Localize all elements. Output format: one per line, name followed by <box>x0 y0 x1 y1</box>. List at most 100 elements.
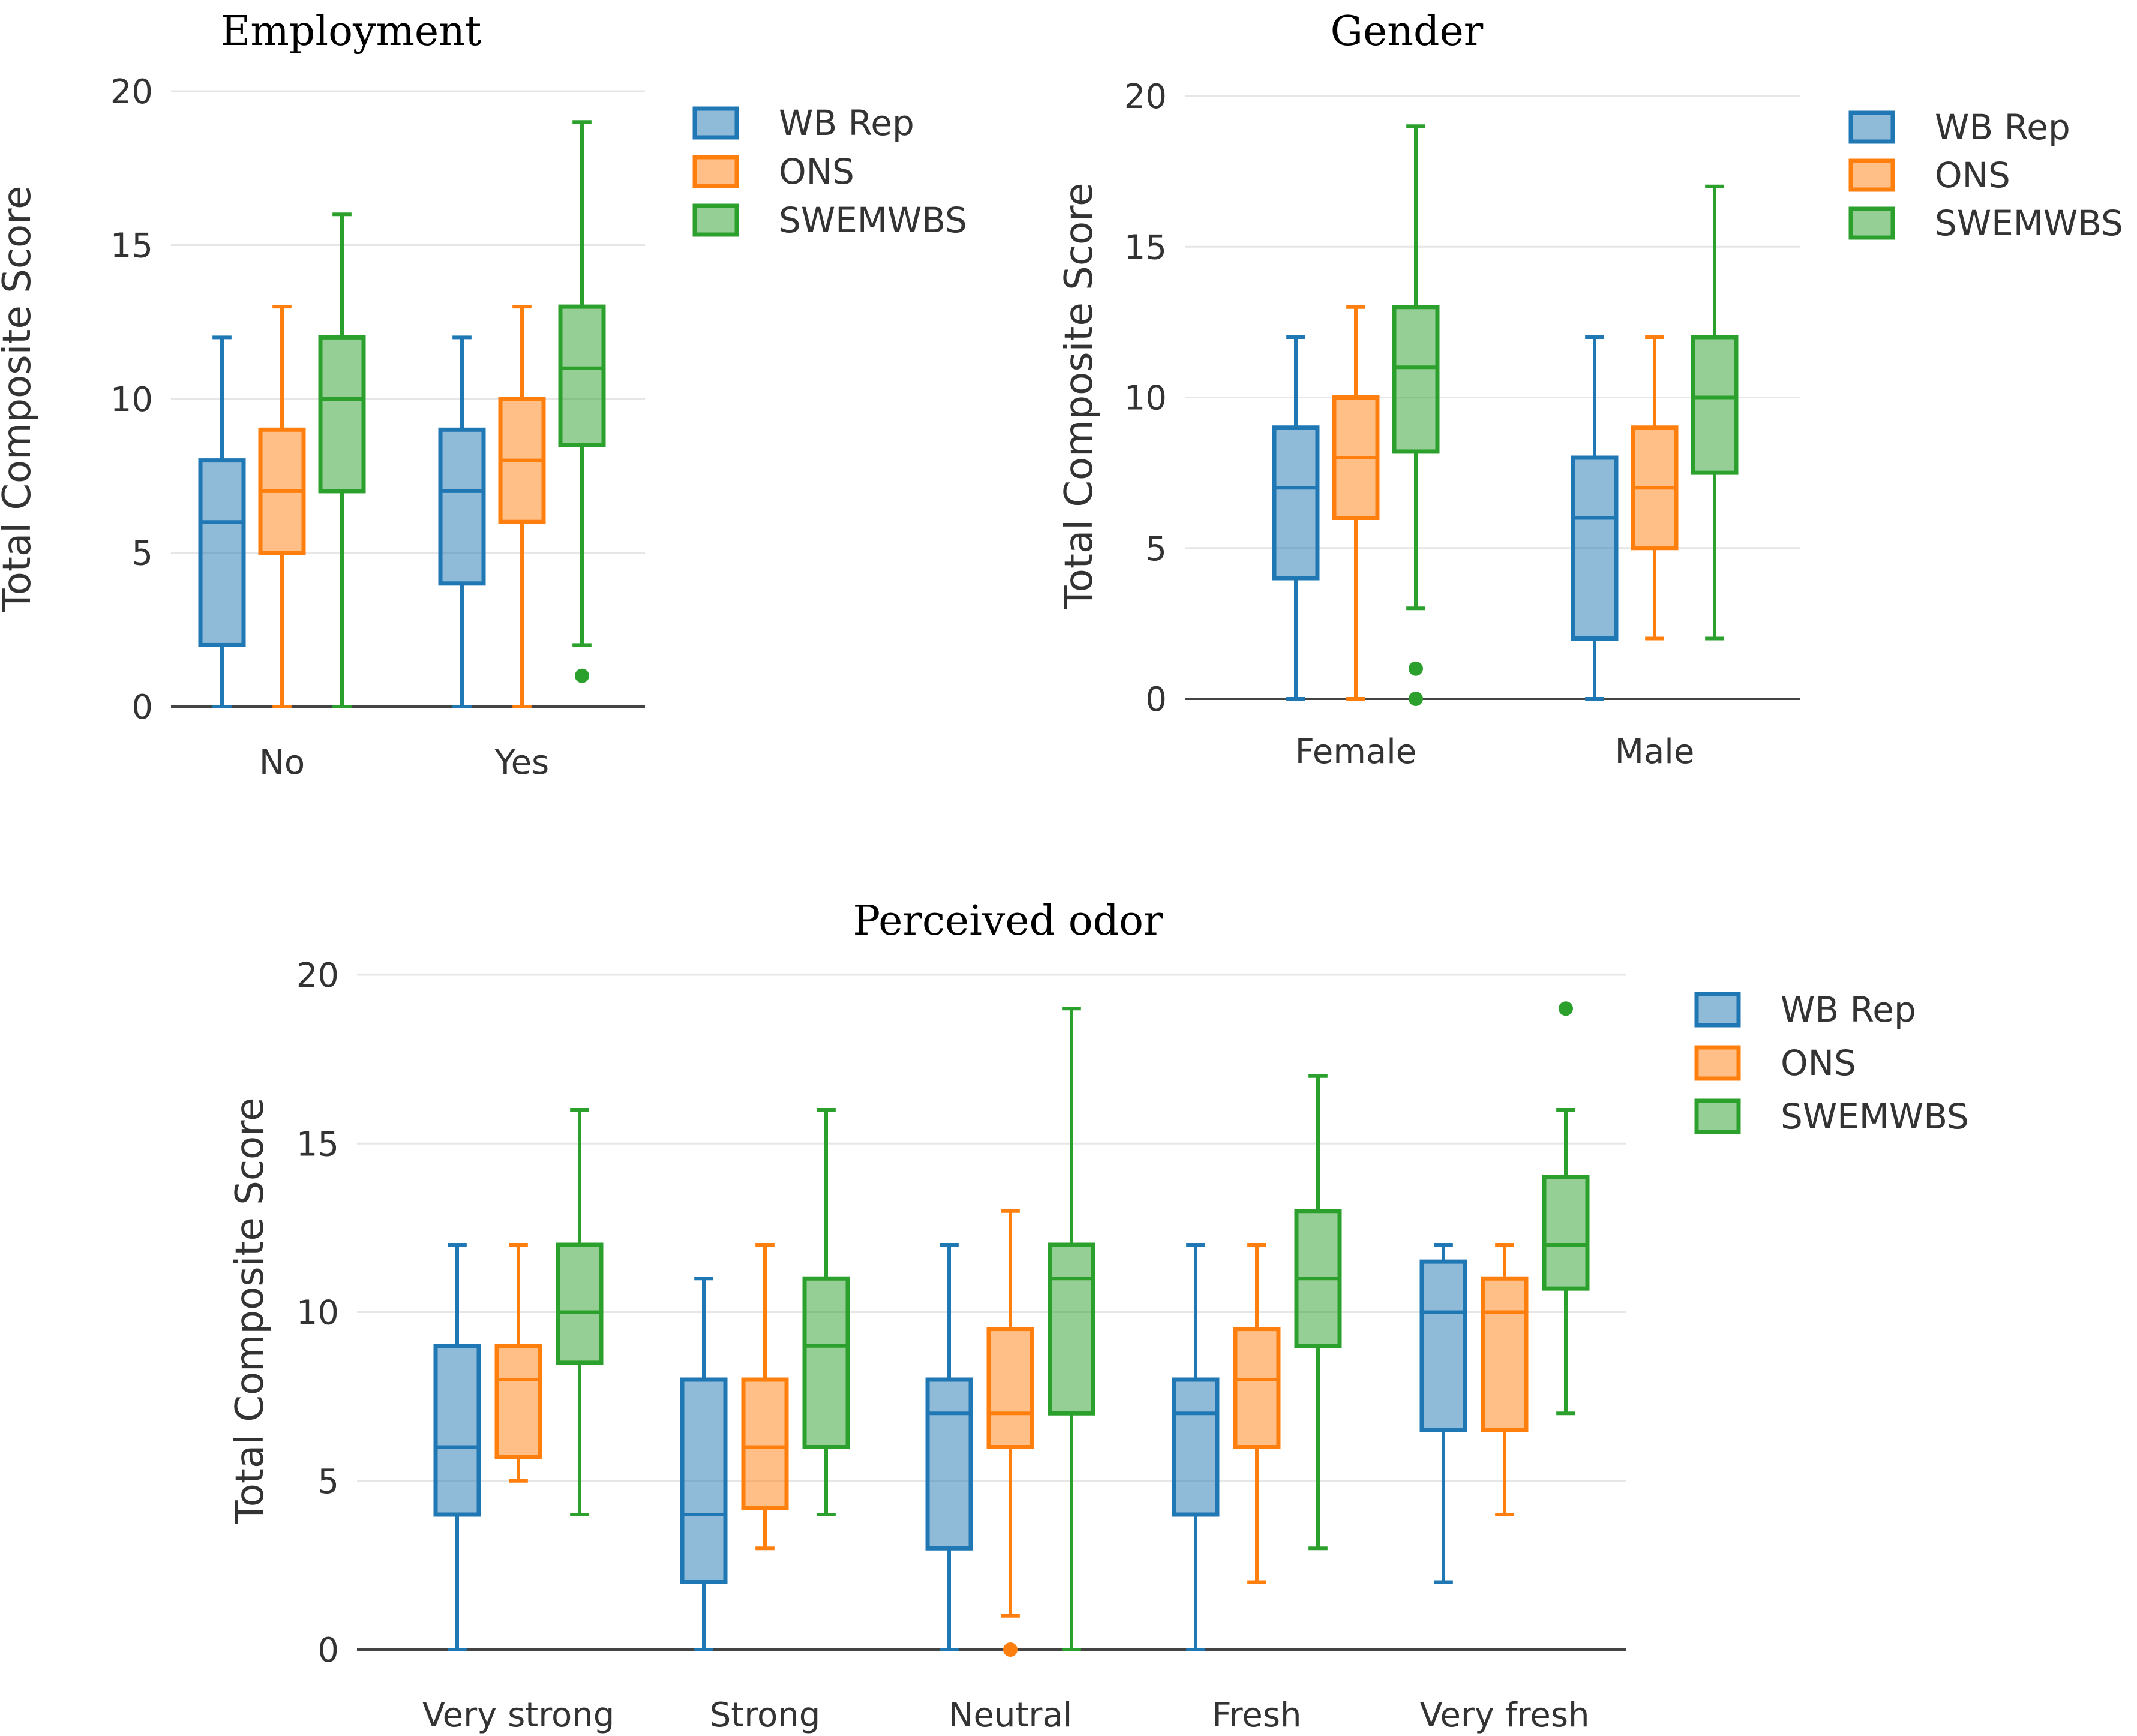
legend-swatch <box>692 203 739 237</box>
legend-item: WB Rep <box>1848 107 2070 148</box>
series-swemwbs <box>318 120 606 708</box>
box-iqr <box>741 1377 789 1510</box>
outlier-point <box>1409 692 1423 706</box>
box-iqr <box>925 1377 973 1551</box>
chart-perceived-odor: Perceived odor 0 5 10 15 20 Total Composite Sc… <box>228 897 1969 1735</box>
box <box>494 1243 542 1483</box>
y-tick-label: 15 <box>110 227 153 266</box>
y-tick-label: 15 <box>296 1125 339 1164</box>
legend-label: SWEMWBS <box>1781 1096 1969 1137</box>
box <box>1481 1243 1529 1516</box>
x-tick-label: No <box>259 743 305 782</box>
x-tick-label: Neutral <box>949 1696 1073 1735</box>
legend-item: SWEMWBS <box>1694 1096 1969 1137</box>
box-iqr <box>986 1327 1034 1449</box>
box <box>1691 184 1739 641</box>
box <box>1419 1243 1467 1584</box>
box <box>438 335 486 708</box>
legend-swatch <box>1694 992 1741 1028</box>
legend-swatch <box>1848 206 1895 240</box>
legend-swatch <box>1848 110 1895 144</box>
box <box>925 1243 973 1651</box>
x-tick-label: Strong <box>710 1696 821 1735</box>
x-tick-label: Male <box>1615 732 1695 771</box>
box <box>556 1108 604 1516</box>
box-iqr <box>1172 1377 1220 1517</box>
y-tick-label: 10 <box>1124 379 1167 418</box>
chart-title: Employment <box>221 8 482 55</box>
outlier-point <box>575 668 589 683</box>
chart-title: Perceived odor <box>853 897 1163 945</box>
box-iqr <box>558 304 606 447</box>
legend-item: SWEMWBS <box>692 200 967 241</box>
box <box>1631 335 1679 641</box>
x-tick-label: Fresh <box>1212 1696 1301 1735</box>
legend-item: ONS <box>1848 155 2010 196</box>
y-tick-label: 0 <box>317 1631 339 1670</box>
series-swemwbs <box>556 1001 1590 1651</box>
box <box>433 1243 481 1651</box>
box <box>680 1277 728 1651</box>
outlier-point <box>1409 661 1423 676</box>
y-tick-label: 15 <box>1124 228 1167 267</box>
box <box>198 335 246 708</box>
box-iqr <box>1272 425 1320 581</box>
box <box>1392 124 1440 706</box>
box <box>1294 1074 1342 1551</box>
box-iqr <box>1691 335 1739 475</box>
chart-employment: Employment 0 5 10 15 20 Total Composite Score N… <box>0 8 967 782</box>
x-tick-label: Female <box>1295 732 1416 771</box>
legend-swatch <box>1694 1098 1741 1134</box>
legend-item: WB Rep <box>1694 989 1916 1030</box>
box-iqr <box>1481 1276 1529 1432</box>
y-tick-label: 0 <box>131 688 153 727</box>
box <box>1272 335 1320 701</box>
box <box>1233 1243 1281 1584</box>
chart-gender: Gender 0 5 10 15 20 Total Composite Score Femal… <box>1057 8 2123 771</box>
y-axis-label: Total Composite Score <box>228 1098 272 1525</box>
box-iqr <box>802 1276 850 1449</box>
box <box>802 1108 850 1516</box>
legend-label: SWEMWBS <box>1935 203 2123 244</box>
series-ons <box>258 305 546 708</box>
x-tick-label: Yes <box>494 743 549 782</box>
box-iqr <box>438 427 486 586</box>
x-tick-label: Very fresh <box>1419 1696 1589 1735</box>
box <box>1332 305 1380 701</box>
box <box>986 1209 1034 1657</box>
series-ons <box>494 1209 1529 1657</box>
legend-swatch <box>1848 158 1895 192</box>
legend-swatch <box>692 155 739 188</box>
box-iqr <box>1542 1175 1590 1291</box>
legend-item: ONS <box>1694 1043 1856 1083</box>
legend-swatch <box>692 106 739 140</box>
legend-label: WB Rep <box>779 103 914 143</box>
y-axis-label: Total Composite Score <box>1057 183 1101 610</box>
box-iqr <box>1571 455 1619 641</box>
box <box>558 120 606 683</box>
series-wb-rep <box>433 1243 1467 1651</box>
box <box>741 1243 789 1551</box>
series-wb-rep <box>198 335 486 708</box>
legend-label: WB Rep <box>1935 107 2070 148</box>
y-tick-label: 20 <box>110 73 153 112</box>
box <box>318 212 366 708</box>
box <box>1048 1007 1095 1651</box>
legend-item: ONS <box>692 151 854 192</box>
box-iqr <box>494 1344 542 1459</box>
y-tick-label: 20 <box>1124 77 1167 116</box>
box-iqr <box>198 458 246 647</box>
box <box>498 305 546 708</box>
y-axis-label: Total Composite Score <box>0 186 40 613</box>
legend-item: SWEMWBS <box>1848 203 2123 244</box>
series-swemwbs <box>1392 124 1739 706</box>
box-iqr <box>1392 305 1440 454</box>
y-tick-label: 5 <box>131 534 153 573</box>
legend-label: ONS <box>1781 1043 1856 1083</box>
legend-label: ONS <box>779 151 854 192</box>
series-wb-rep <box>1272 335 1619 701</box>
outlier-point <box>1003 1642 1018 1657</box>
chart-title: Gender <box>1331 8 1484 55</box>
box <box>1542 1001 1590 1416</box>
